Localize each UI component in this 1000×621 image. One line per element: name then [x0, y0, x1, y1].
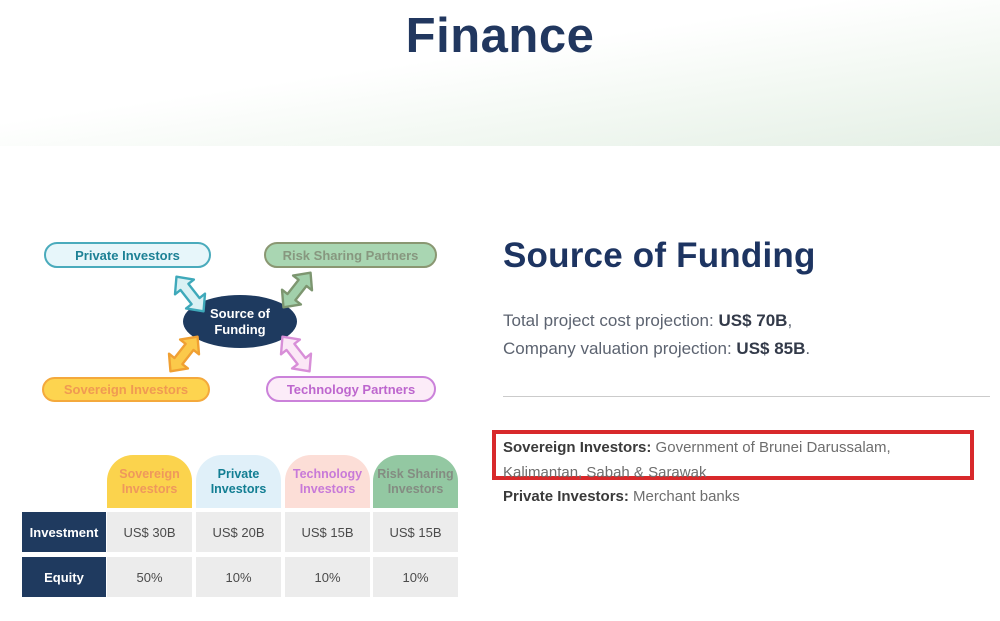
projection-line-valuation-text: Company valuation projection: — [503, 339, 737, 358]
table-cell-investment-risk-sharing: US$ 15B — [373, 512, 458, 552]
double-arrow-sovereign-icon — [167, 335, 201, 373]
horizontal-divider — [503, 396, 990, 397]
table-column-header-private: Private Investors — [196, 455, 281, 508]
private-investors-line: Private Investors: Merchant banks — [503, 488, 740, 505]
table-column-header-risk-sharing: Risk Sharing Investors — [373, 455, 458, 508]
diagram-node-technology-partners: Technology Partners — [266, 376, 436, 402]
projection-line-cost-value: US$ 70B — [718, 311, 788, 330]
table-row-label-investment: Investment — [22, 512, 106, 552]
table-row-label-equity: Equity — [22, 557, 106, 597]
projection-line-cost: Total project cost projection: US$ 70B, — [503, 307, 810, 335]
diagram-node-label: Sovereign Investors — [63, 382, 189, 397]
table-column-header-technology: Technology Investors — [285, 455, 370, 508]
projection-line-valuation: Company valuation projection: US$ 85B. — [503, 335, 810, 363]
center-node-label-line2: Funding — [214, 321, 266, 337]
diagram-node-risk-sharing-partners: Risk Sharing Partners — [264, 242, 437, 268]
table-cell-equity-technology: 10% — [285, 557, 370, 597]
table-cell-investment-technology: US$ 15B — [285, 512, 370, 552]
diagram-node-private-investors: Private Investors — [44, 242, 211, 268]
table-cell-equity-risk-sharing: 10% — [373, 557, 458, 597]
diagram-node-label: Technology Partners — [286, 381, 416, 397]
diagram-node-label: Risk Sharing Partners — [282, 247, 419, 263]
table-cell-investment-sovereign: US$ 30B — [107, 512, 192, 552]
highlight-annotation-box: Sovereign Investors: Government of Brune… — [492, 430, 974, 481]
projection-line-valuation-value: US$ 85B — [736, 339, 806, 358]
hero-gradient-band — [0, 0, 1000, 146]
sovereign-investors-text: Government of Brunei Darussalam, Kaliman… — [503, 439, 891, 481]
projection-line-cost-suffix: , — [787, 311, 793, 330]
center-node-label-line1: Source of — [210, 305, 270, 321]
projection-paragraph: Total project cost projection: US$ 70B, … — [503, 307, 810, 363]
double-arrow-risk-icon — [280, 271, 314, 309]
page-title: Finance — [405, 9, 595, 63]
projection-line-cost-text: Total project cost projection: — [503, 311, 719, 330]
diagram-node-label: Private Investors — [75, 247, 180, 263]
private-investors-text: Merchant banks — [628, 488, 740, 505]
double-arrow-private-icon — [173, 275, 207, 313]
section-heading: Source of Funding — [503, 236, 816, 275]
private-investors-label: Private Investors: — [503, 488, 629, 505]
projection-line-valuation-suffix: . — [805, 339, 811, 358]
double-arrow-technology-icon — [279, 335, 313, 373]
table-cell-equity-sovereign: 50% — [107, 557, 192, 597]
table-cell-equity-private: 10% — [196, 557, 281, 597]
diagram-node-sovereign-investors: Sovereign Investors — [42, 377, 210, 402]
table-cell-investment-private: US$ 20B — [196, 512, 281, 552]
sovereign-investors-label: Sovereign Investors: — [503, 439, 652, 456]
table-column-header-sovereign: Sovereign Investors — [107, 455, 192, 508]
